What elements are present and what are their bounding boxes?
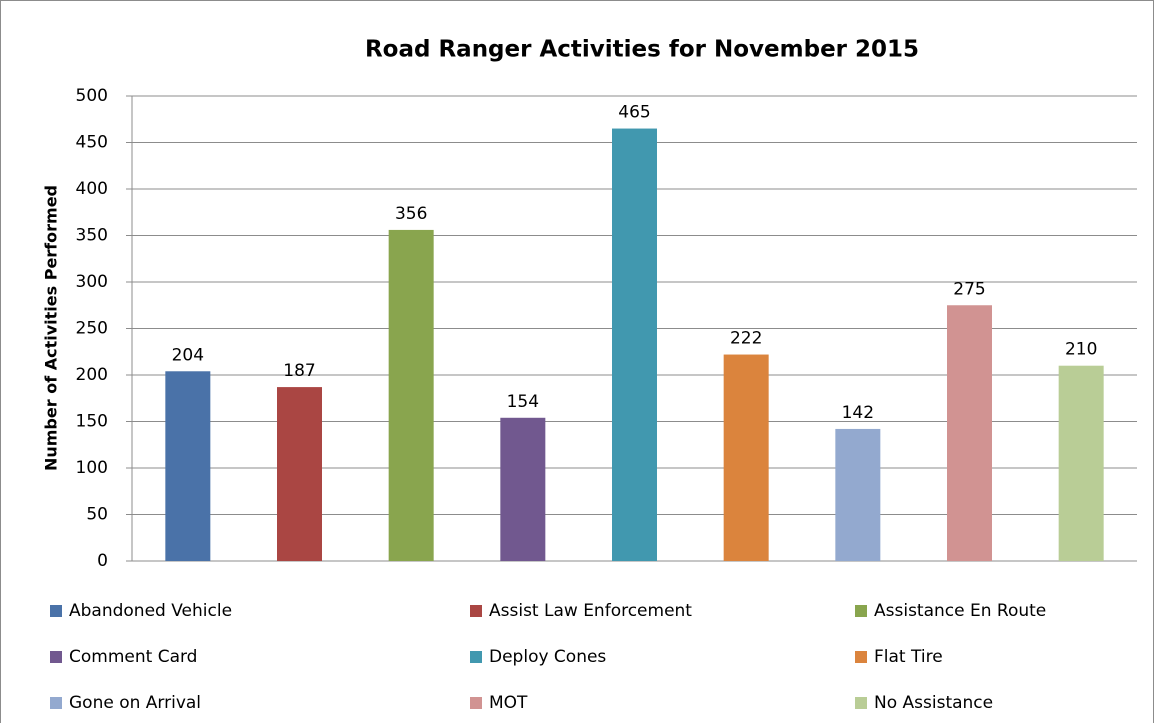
legend-label: Comment Card	[69, 647, 197, 667]
y-tick-label: 100	[76, 458, 108, 478]
legend-swatch	[855, 605, 867, 617]
data-label: 275	[953, 279, 985, 299]
data-label: 222	[730, 329, 762, 349]
y-tick-label: 300	[76, 272, 108, 292]
bar	[1058, 365, 1104, 561]
legend-label: No Assistance	[874, 693, 993, 713]
legend-swatch	[855, 697, 867, 709]
data-label: 210	[1065, 340, 1097, 360]
bar	[723, 354, 769, 561]
y-axis-label: Number of Activities Performed	[42, 185, 61, 471]
data-label: 142	[842, 403, 874, 423]
legend-swatch	[470, 605, 482, 617]
legend-label: Assistance En Route	[874, 601, 1046, 621]
bar	[277, 387, 322, 561]
data-label: 187	[283, 361, 315, 381]
y-tick-label: 500	[76, 86, 108, 106]
data-label: 465	[618, 103, 650, 123]
bar	[947, 305, 992, 561]
bar	[165, 371, 211, 561]
legend-label: Deploy Cones	[489, 647, 606, 667]
legend-swatch	[50, 605, 62, 617]
data-label: 154	[507, 392, 539, 412]
bar	[388, 229, 434, 562]
bar	[612, 128, 657, 562]
legend-label: Abandoned Vehicle	[69, 601, 232, 621]
y-tick-label: 350	[76, 226, 108, 246]
legend-swatch	[470, 697, 482, 709]
legend-swatch	[50, 651, 62, 663]
y-tick-label: 200	[76, 365, 108, 385]
y-tick-label: 250	[76, 319, 108, 339]
data-label: 356	[395, 204, 427, 224]
legend-swatch	[470, 651, 482, 663]
legend-label: Gone on Arrival	[69, 693, 201, 713]
legend-label: MOT	[489, 693, 528, 713]
legend-swatch	[50, 697, 62, 709]
chart-title: Road Ranger Activities for November 2015	[365, 37, 919, 63]
y-tick-label: 150	[76, 412, 108, 432]
y-tick-label: 450	[76, 133, 108, 153]
y-tick-label: 50	[86, 505, 108, 525]
bar	[500, 417, 546, 561]
bar	[835, 428, 881, 561]
y-tick-label: 400	[76, 179, 108, 199]
legend-swatch	[855, 651, 867, 663]
legend-label: Assist Law Enforcement	[489, 601, 692, 621]
y-tick-label: 0	[97, 551, 108, 571]
legend-label: Flat Tire	[874, 647, 943, 667]
data-label: 204	[172, 345, 204, 365]
